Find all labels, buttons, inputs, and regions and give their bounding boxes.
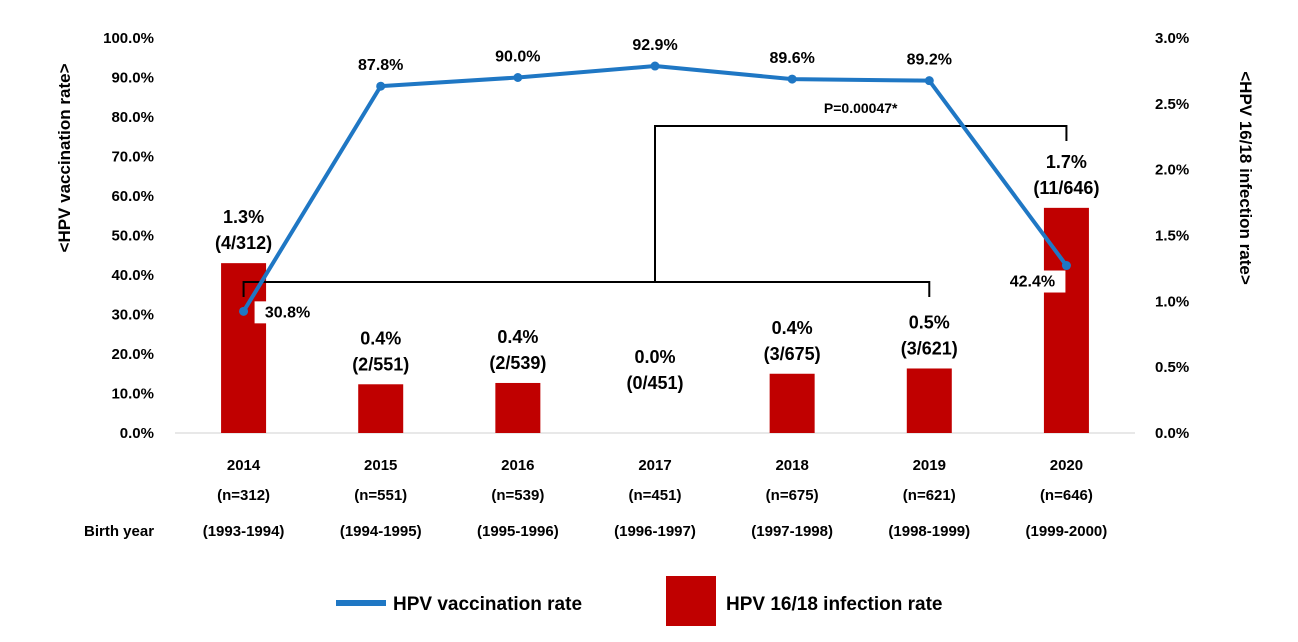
category-birth-year-label: (1997-1998)	[751, 523, 833, 540]
category-birth-year-label: (1999-2000)	[1026, 523, 1108, 540]
significance-bracket	[242, 125, 1068, 297]
infection-bar	[769, 373, 815, 433]
infection-bar	[495, 382, 541, 433]
vaccination-rate-label: 89.6%	[769, 50, 814, 67]
category-birth-year-label: (1998-1999)	[888, 523, 970, 540]
category-birth-year-label: (1994-1995)	[340, 523, 422, 540]
left-y-tick-label: 20.0%	[111, 346, 154, 363]
left-axis-title: <HPV vaccination rate>	[55, 63, 74, 252]
category-year-label: 2015	[364, 457, 397, 474]
category-n-label: (n=621)	[903, 487, 956, 504]
infection-count-label: (3/621)	[901, 338, 958, 358]
vaccination-rate-label: 30.8%	[265, 304, 310, 321]
legend-line-swatch	[336, 600, 386, 606]
line-label-background	[254, 301, 321, 324]
legend-bar-label: HPV 16/18 infection rate	[726, 594, 942, 615]
left-y-tick-label: 40.0%	[111, 267, 154, 284]
legend-bar-swatch	[666, 576, 716, 626]
vaccination-point	[1061, 261, 1071, 271]
right-y-tick-label: 0.5%	[1155, 359, 1189, 376]
category-n-label: (n=451)	[629, 487, 682, 504]
infection-count-label: (2/539)	[489, 353, 546, 373]
line-series	[239, 61, 1071, 316]
infection-count-label: (0/451)	[626, 373, 683, 393]
infection-rate-label: 1.7%	[1046, 152, 1087, 172]
left-y-tick-label: 90.0%	[111, 70, 154, 87]
infection-rate-label: 0.4%	[360, 328, 401, 348]
right-y-tick-label: 2.5%	[1155, 96, 1189, 113]
category-n-label: (n=312)	[217, 487, 270, 504]
infection-count-label: (4/312)	[215, 233, 272, 253]
left-y-axis: 0.0% 10.0% 20.0% 30.0% 40.0% 50.0% 60.0% 70.0% 8…	[103, 30, 1135, 442]
right-y-tick-label: 0.0%	[1155, 425, 1189, 442]
category-n-label: (n=539)	[491, 487, 544, 504]
infection-count-label: (11/646)	[1033, 178, 1099, 198]
vaccination-rate-label: 87.8%	[358, 57, 403, 74]
infection-bar	[358, 384, 404, 433]
right-axis-title: <HPV 16/18 infection rate>	[1236, 71, 1255, 285]
vaccination-point	[513, 73, 523, 82]
category-n-label: (n=646)	[1040, 487, 1093, 504]
right-y-tick-label: 3.0%	[1155, 30, 1189, 47]
p-value-annotation: P=0.00047*	[824, 100, 898, 116]
infection-count-label: (2/551)	[352, 354, 409, 374]
vaccination-point	[376, 81, 386, 91]
vaccination-point	[650, 61, 660, 71]
infection-rate-label: 0.4%	[772, 318, 813, 338]
bracket-lower	[242, 281, 931, 297]
left-y-tick-label: 0.0%	[120, 425, 154, 442]
category-year-label: 2014	[227, 457, 261, 474]
infection-rate-label: 0.5%	[909, 312, 950, 332]
vaccination-rate-label: 90.0%	[495, 49, 540, 66]
bar-data-labels: 1.3% (4/312) 0.4% (2/551) 0.4% (2/539) 0.0% (0/…	[215, 152, 1099, 393]
infection-rate-label: 1.3%	[223, 207, 264, 227]
left-y-tick-label: 100.0%	[103, 30, 154, 47]
line-data-labels: 30.8% 87.8% 90.0% 92.9% 89.6% 89.2% 42.4%	[254, 37, 1066, 324]
category-birth-year-label: (1996-1997)	[614, 523, 696, 540]
left-y-tick-label: 80.0%	[111, 109, 154, 126]
category-birth-year-label: (1995-1996)	[477, 523, 559, 540]
infection-rate-label: 0.4%	[497, 327, 538, 347]
vaccination-point	[787, 74, 797, 84]
vaccination-point	[924, 76, 934, 86]
legend: HPV vaccination rate HPV 16/18 infection…	[336, 576, 942, 626]
vaccination-rate-label: 92.9%	[632, 37, 677, 54]
vaccination-rate-label: 89.2%	[907, 52, 952, 69]
right-y-tick-label: 1.5%	[1155, 228, 1189, 245]
category-year-label: 2020	[1050, 457, 1083, 474]
category-n-label: (n=675)	[766, 487, 819, 504]
category-year-label: 2018	[775, 457, 808, 474]
vaccination-point	[239, 306, 249, 316]
category-labels: 2014 (n=312) (1993-1994) 2015 (n=551) (1994-1…	[203, 457, 1108, 540]
vaccination-rate-label: 42.4%	[1010, 274, 1055, 291]
infection-count-label: (3/675)	[764, 344, 821, 364]
bar-series	[221, 207, 1089, 433]
category-birth-year-label: (1993-1994)	[203, 523, 285, 540]
legend-line-label: HPV vaccination rate	[393, 594, 582, 615]
infection-rate-label: 0.0%	[634, 347, 675, 367]
birth-year-label: Birth year	[84, 523, 154, 540]
category-n-label: (n=551)	[354, 487, 407, 504]
bracket-upper	[654, 125, 1068, 282]
left-y-tick-label: 50.0%	[111, 228, 154, 245]
left-y-tick-label: 10.0%	[111, 386, 154, 403]
category-year-label: 2016	[501, 457, 534, 474]
category-year-label: 2017	[638, 457, 671, 474]
right-y-axis: 0.0% 0.5% 1.0% 1.5% 2.0% 2.5% 3.0%	[1155, 30, 1189, 442]
right-y-tick-label: 2.0%	[1155, 162, 1189, 179]
right-y-tick-label: 1.0%	[1155, 293, 1189, 310]
category-year-label: 2019	[913, 457, 946, 474]
left-y-tick-label: 30.0%	[111, 307, 154, 324]
infection-bar	[906, 368, 952, 433]
line-label-background	[999, 270, 1066, 293]
left-y-tick-label: 70.0%	[111, 149, 154, 166]
left-y-tick-label: 60.0%	[111, 188, 154, 205]
